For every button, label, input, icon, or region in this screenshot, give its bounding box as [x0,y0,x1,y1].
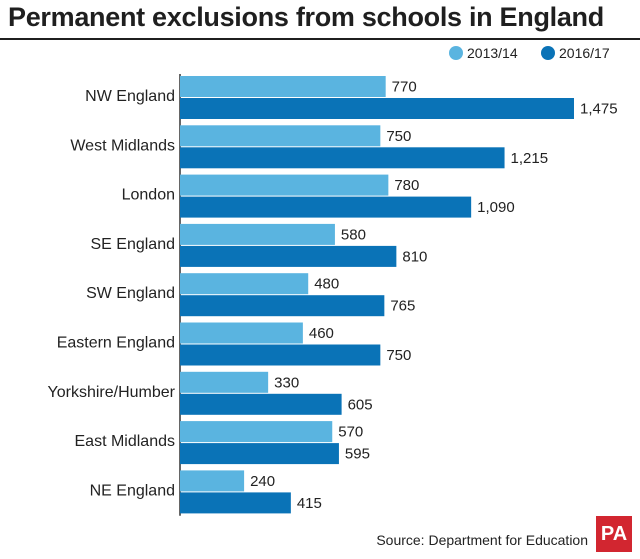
bars: NW England 770 1,475 West Midlands 750 1,215 L… [48,74,618,516]
value-label-nw-england-2013-14: 770 [392,79,417,96]
value-label-eastern-england-2016-17: 750 [386,347,411,364]
category-label-east-midlands: East Midlands [75,433,176,450]
chart-title: Permanent exclusions from schools in Eng… [8,2,604,32]
value-label-nw-england-2016-17: 1,475 [580,101,618,118]
value-label-east-midlands-2016-17: 595 [345,446,370,463]
value-label-sw-england-2013-14: 480 [314,276,339,293]
category-label-yorkshire-humber: Yorkshire/Humber [48,384,176,401]
value-label-ne-england-2013-14: 240 [250,473,275,490]
value-label-west-midlands-2016-17: 1,215 [511,150,549,167]
value-label-ne-england-2016-17: 415 [297,495,322,512]
pa-logo: PA [596,516,632,552]
bar-ne-england-2016-17 [180,492,291,514]
value-label-se-england-2013-14: 580 [341,226,366,243]
legend-label-2016-17: 2016/17 [559,45,610,61]
value-label-eastern-england-2013-14: 460 [309,325,334,342]
source-note: Source: Department for Education [376,532,588,548]
bar-west-midlands-2013-14 [180,125,381,147]
category-label-ne-england: NE England [90,482,175,499]
legend-swatch-2013-14 [449,46,463,60]
bar-se-england-2016-17 [180,245,397,267]
category-label-west-midlands: West Midlands [70,137,175,154]
value-label-london-2013-14: 780 [394,177,419,194]
bar-se-england-2013-14 [180,223,335,245]
bar-london-2013-14 [180,174,389,196]
bar-west-midlands-2016-17 [180,147,505,169]
bar-east-midlands-2016-17 [180,443,339,465]
bar-eastern-england-2016-17 [180,344,381,366]
legend-label-2013-14: 2013/14 [467,45,518,61]
bar-yorkshire-humber-2013-14 [180,371,269,393]
value-label-sw-england-2016-17: 765 [390,298,415,315]
legend-swatch-2016-17 [541,46,555,60]
bar-nw-england-2016-17 [180,98,574,119]
value-label-se-england-2016-17: 810 [402,248,427,265]
category-label-se-england: SE England [90,236,175,253]
value-label-west-midlands-2013-14: 750 [386,128,411,145]
bar-ne-england-2013-14 [180,470,245,492]
bar-east-midlands-2013-14 [180,421,333,443]
legend: 2013/14 2016/17 [449,45,610,61]
bar-london-2016-17 [180,196,472,218]
title-rule [0,38,640,40]
bar-sw-england-2013-14 [180,273,309,295]
bar-yorkshire-humber-2016-17 [180,393,342,415]
bar-nw-england-2013-14 [180,76,386,97]
category-label-nw-england: NW England [85,88,175,105]
bar-eastern-england-2013-14 [180,322,303,344]
category-label-sw-england: SW England [86,285,175,302]
value-label-east-midlands-2013-14: 570 [338,424,363,441]
value-label-london-2016-17: 1,090 [477,199,515,216]
category-label-london: London [122,187,175,204]
bar-sw-england-2016-17 [180,295,385,317]
value-label-yorkshire-humber-2016-17: 605 [348,396,373,413]
value-label-yorkshire-humber-2013-14: 330 [274,374,299,391]
category-label-eastern-england: Eastern England [57,335,175,352]
